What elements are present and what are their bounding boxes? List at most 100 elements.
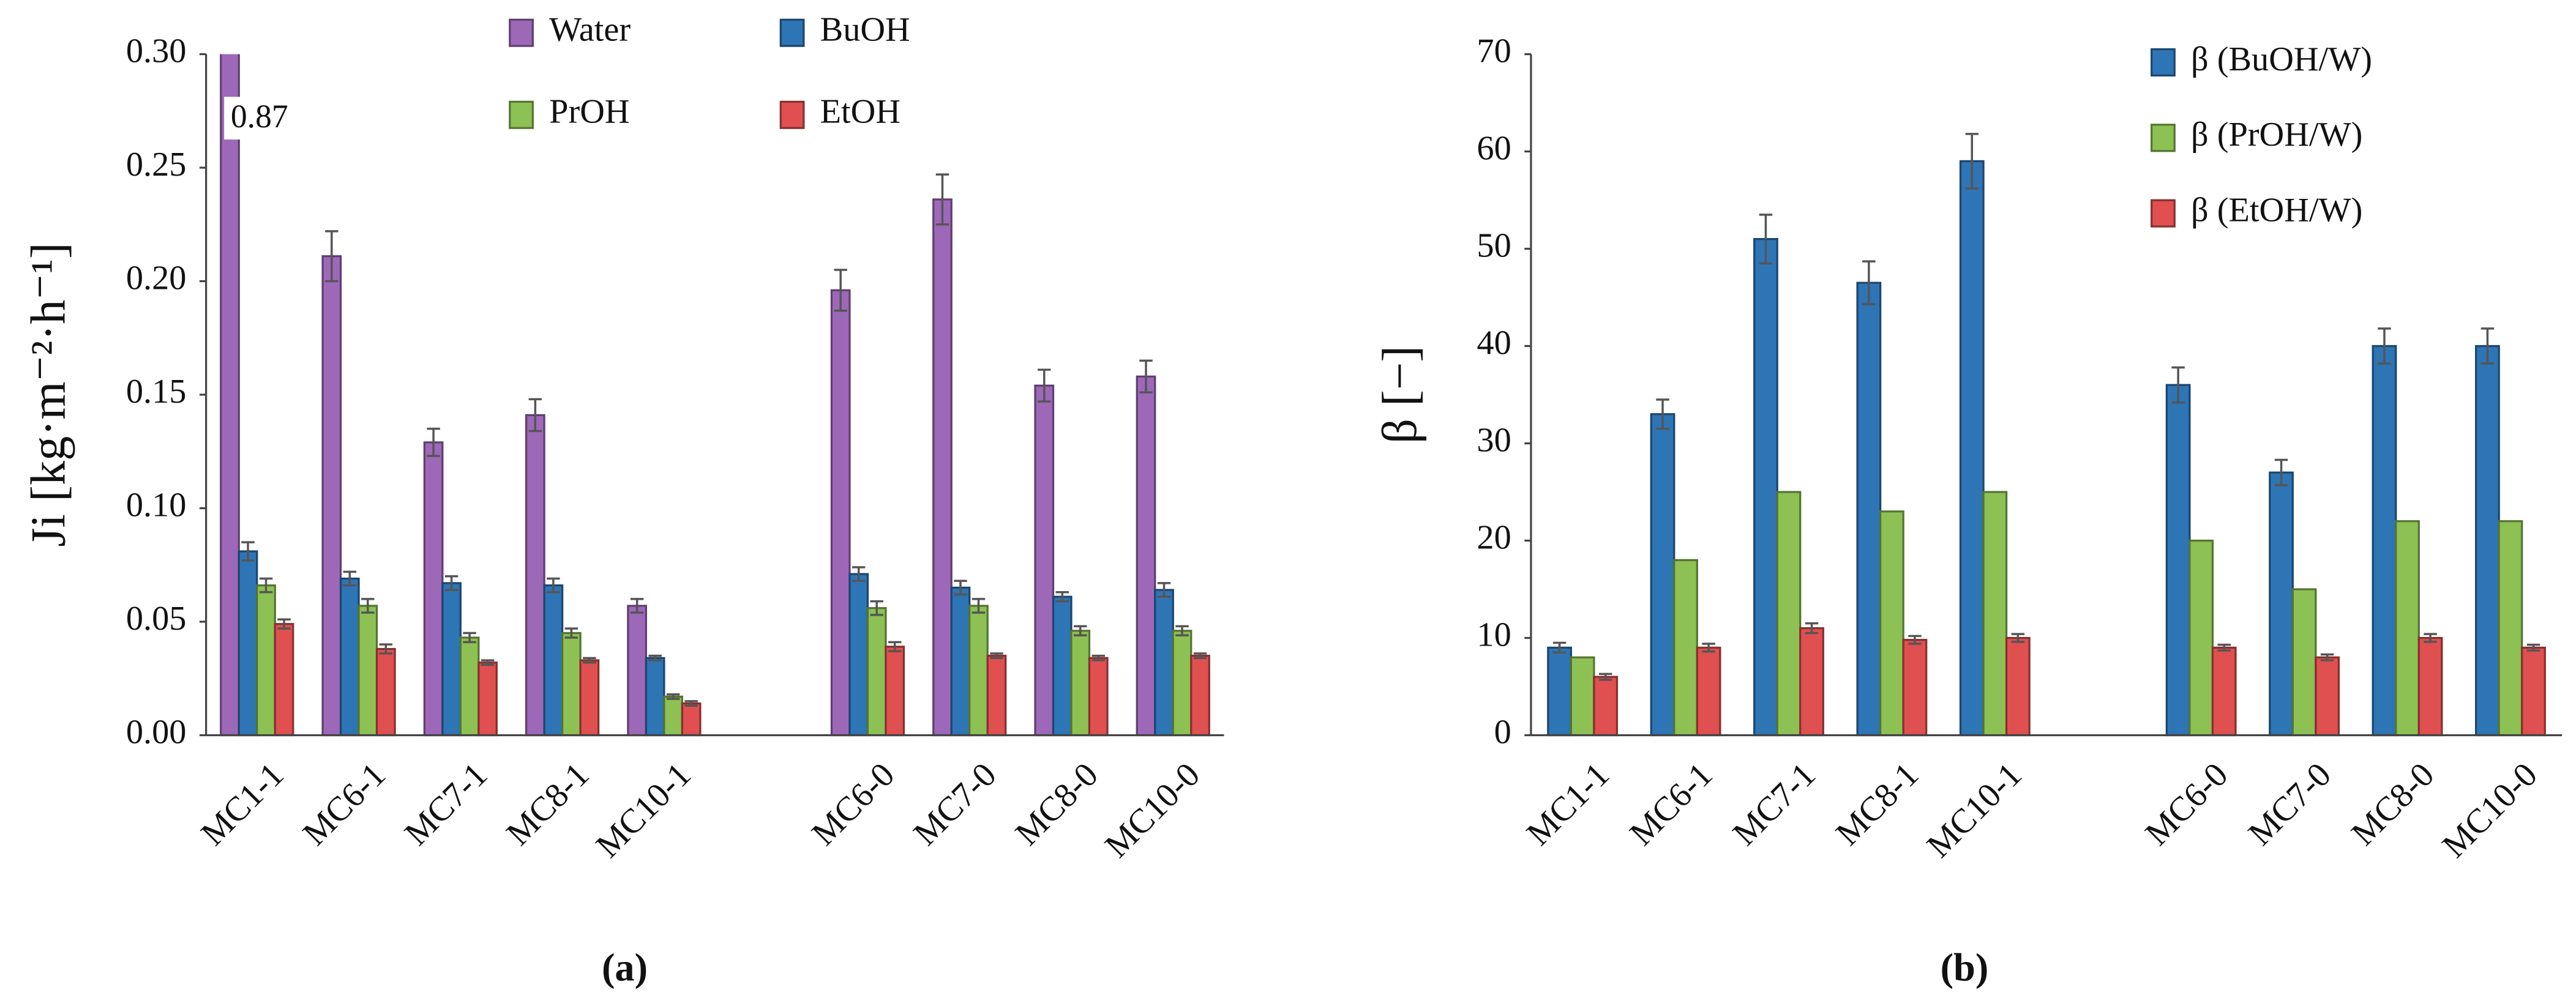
- error-bar: [2378, 327, 2391, 365]
- error-bar: [648, 654, 662, 661]
- error-bar: [241, 541, 255, 562]
- bar: [375, 647, 396, 737]
- x-tick-label: MC6-0: [804, 756, 902, 853]
- legend-label: β (BuOH/W): [2191, 40, 2372, 78]
- legend-swatch: [779, 100, 805, 129]
- bar: [321, 255, 342, 737]
- bar: [2417, 636, 2443, 737]
- bar: [1982, 491, 2008, 737]
- bar: [459, 636, 480, 737]
- legend-label: β (EtOH/W): [2191, 192, 2362, 229]
- y-tick-label: 0.10: [126, 486, 187, 524]
- error-bar: [2217, 643, 2231, 652]
- error-bar: [1656, 398, 1669, 430]
- bar: [2475, 345, 2500, 737]
- error-bar: [870, 600, 883, 616]
- bar: [1593, 676, 1619, 737]
- error-bar: [1193, 652, 1207, 660]
- y-axis-label: β [−]: [1372, 346, 1427, 444]
- error-bar: [427, 427, 440, 457]
- error-bar: [463, 632, 476, 644]
- bar: [1547, 646, 1572, 737]
- bar: [986, 655, 1007, 737]
- x-tick-label: MC8-0: [2345, 756, 2442, 853]
- bar: [2395, 520, 2420, 737]
- bar: [339, 577, 360, 737]
- bar: [238, 550, 258, 737]
- bar: [441, 582, 462, 737]
- error-bar: [1157, 582, 1171, 598]
- error-bar: [583, 657, 596, 664]
- bar: [830, 289, 851, 737]
- error-bar: [1055, 591, 1069, 603]
- bar: [1088, 657, 1109, 737]
- error-bar: [2320, 653, 2334, 661]
- error-bar: [1759, 214, 1773, 265]
- bar: [358, 605, 378, 737]
- y-tick-label: 40: [1477, 324, 1511, 362]
- x-tick-label: MC1-1: [1519, 756, 1617, 853]
- x-tick-label: MC6-0: [2138, 756, 2236, 853]
- bar: [1190, 655, 1210, 737]
- error-bar: [1552, 641, 1567, 654]
- bar: [866, 607, 887, 737]
- bar: [477, 661, 498, 737]
- error-bar: [972, 598, 986, 614]
- error-bar: [852, 566, 866, 582]
- error-bar: [379, 643, 393, 655]
- bar: [1776, 491, 1802, 737]
- legend-label: BuOH: [820, 11, 910, 49]
- bar: [579, 659, 600, 737]
- legend-swatch: [2151, 48, 2176, 76]
- y-tick-label: 0.20: [126, 259, 187, 297]
- error-bar: [1074, 625, 1087, 636]
- legend-label: EtOH: [820, 93, 900, 131]
- bar: [1696, 646, 1721, 737]
- x-tick-label: MC6-1: [296, 756, 393, 853]
- error-bar: [259, 577, 273, 594]
- bar: [1136, 375, 1156, 737]
- error-bar: [666, 693, 680, 700]
- bar: [1879, 510, 1904, 737]
- error-bar: [444, 575, 459, 591]
- caption: (a): [602, 945, 648, 989]
- bar: [681, 702, 702, 737]
- error-bar: [2526, 643, 2540, 652]
- bar: [627, 605, 647, 737]
- bar: [1070, 630, 1091, 737]
- bar: [1034, 384, 1055, 737]
- bar: [525, 414, 545, 737]
- bar: [1902, 639, 1928, 737]
- bar: [885, 646, 905, 737]
- y-tick-label: 10: [1477, 616, 1511, 654]
- error-bar: [1139, 359, 1153, 394]
- bar: [543, 584, 564, 737]
- legend-swatch: [2151, 199, 2176, 228]
- y-tick-label: 20: [1477, 518, 1511, 556]
- error-bar: [547, 577, 560, 594]
- error-bar: [684, 700, 698, 707]
- bar: [950, 586, 971, 737]
- y-tick-label: 0.00: [126, 713, 187, 751]
- x-tick-label: MC7-1: [1726, 756, 1823, 853]
- y-tick-label: 60: [1477, 129, 1511, 167]
- error-bar: [990, 652, 1003, 660]
- y-tick-label: 0.25: [126, 146, 187, 184]
- x-tick-label: MC10-1: [1920, 756, 2029, 865]
- bar: [2315, 656, 2340, 737]
- error-bar: [954, 579, 967, 596]
- bar: [645, 657, 665, 737]
- error-bar: [1091, 654, 1105, 661]
- plot-area: [220, 54, 1210, 737]
- value-label: 0.87: [231, 98, 288, 135]
- caption: (b): [1941, 945, 1989, 989]
- error-bar: [834, 269, 847, 312]
- bar: [1650, 413, 1676, 737]
- error-bar: [1862, 260, 1876, 305]
- bar: [1856, 281, 1882, 737]
- x-tick-label: MC10-0: [1098, 756, 1207, 865]
- error-bar: [1175, 625, 1189, 636]
- error-bar: [343, 570, 357, 587]
- legend-label: β (PrOH/W): [2191, 116, 2362, 154]
- bar: [1673, 559, 1698, 737]
